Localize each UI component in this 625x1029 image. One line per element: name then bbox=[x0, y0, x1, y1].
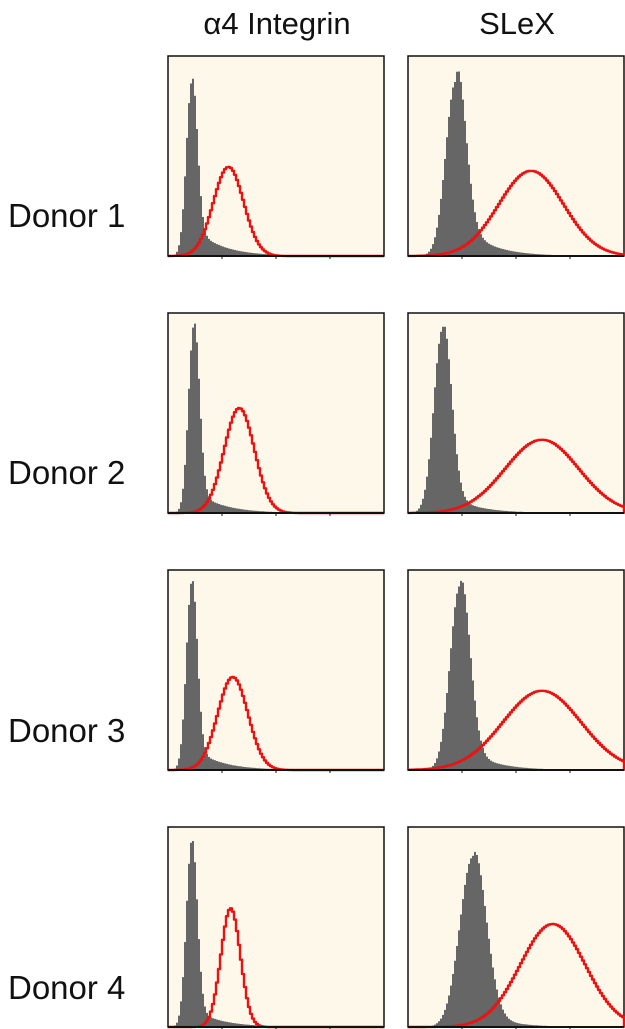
control-histogram-donor-1-slex bbox=[408, 71, 624, 256]
stained-histogram-donor-1-slex bbox=[406, 169, 625, 258]
row-label-donor-4: Donor 4 bbox=[8, 969, 126, 1006]
row-label-donor-3: Donor 3 bbox=[8, 712, 126, 749]
stained-histogram-donor-3-slex bbox=[406, 689, 625, 771]
row-label-donor-1: Donor 1 bbox=[8, 197, 126, 234]
stained-histogram-donor-2-slex bbox=[406, 438, 625, 515]
control-histogram-donor-2-4-integrin bbox=[168, 323, 384, 513]
column-title-slex: SLeX bbox=[479, 6, 555, 41]
panel-donor-4-4-integrin bbox=[167, 826, 385, 1028]
control-histogram-donor-4-slex bbox=[408, 851, 624, 1027]
control-histogram-donor-3-slex bbox=[408, 580, 624, 770]
row-label-donor-2: Donor 2 bbox=[8, 454, 126, 491]
panel-donor-4-slex bbox=[407, 826, 625, 1028]
control-histogram-donor-3-4-integrin bbox=[168, 581, 384, 770]
control-histogram-donor-2-slex bbox=[408, 326, 624, 513]
column-title-alpha4-integrin: α4 Integrin bbox=[203, 6, 351, 41]
control-histogram-donor-4-4-integrin bbox=[168, 841, 384, 1027]
panel-donor-3-slex bbox=[407, 569, 625, 771]
stained-histogram-donor-4-slex bbox=[408, 922, 625, 1029]
control-histogram-donor-1-4-integrin bbox=[168, 78, 384, 256]
